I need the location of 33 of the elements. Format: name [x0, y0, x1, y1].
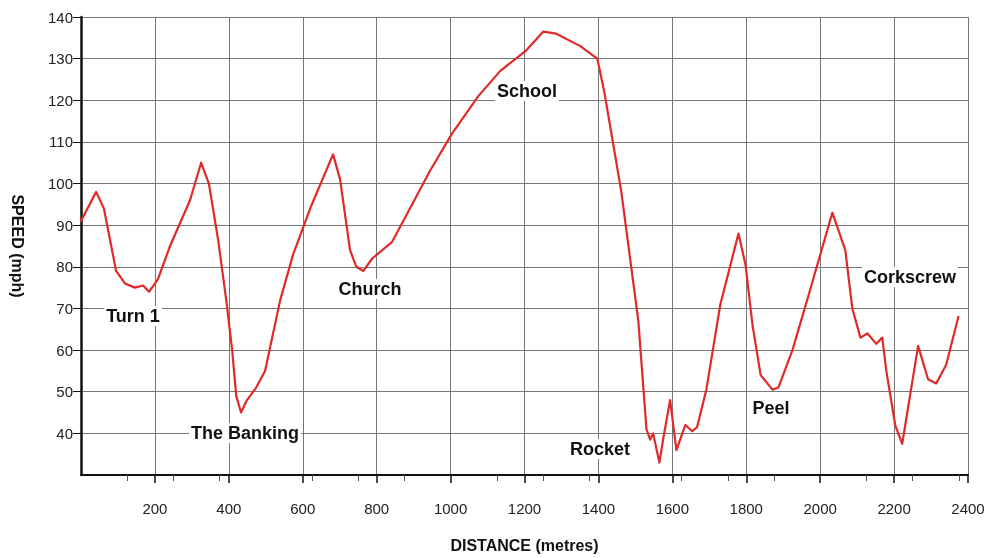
x-tick-label: 2000	[803, 500, 837, 517]
x-tick-label: 200	[142, 500, 168, 517]
y-tick-label: 70	[56, 299, 73, 317]
annotation: Corkscrew	[863, 267, 958, 287]
line-series	[79, 30, 960, 464]
x-axis-title: DISTANCE (metres)	[450, 536, 599, 554]
x-tick-label: 400	[216, 500, 242, 517]
annotation: Church	[338, 279, 402, 299]
annotation: School	[496, 81, 558, 101]
x-tick-label: 1000	[433, 500, 468, 517]
x-tick-label: 600	[290, 500, 316, 517]
y-tick-label: 40	[56, 424, 73, 442]
x-tick-label: 2400	[951, 500, 985, 517]
x-tick-label: 1800	[729, 500, 763, 517]
x-tick-label: 1200	[507, 500, 542, 517]
x-tick-label: 1600	[655, 500, 690, 517]
y-tick-label: 130	[47, 50, 73, 68]
y-tick-label: 100	[47, 175, 73, 193]
annotation: Rocket	[569, 439, 631, 459]
x-tick-label: 1400	[581, 500, 616, 517]
annotation: Peel	[752, 398, 790, 418]
y-tick-label: 50	[56, 383, 73, 401]
y-axis-title: SPEED (mph)	[8, 194, 26, 298]
x-tick-label: 800	[364, 500, 390, 517]
y-tick-label: 110	[49, 133, 73, 151]
y-tick-label: 80	[56, 258, 73, 276]
y-tick-label: 90	[56, 216, 73, 234]
annotation: The Banking	[190, 423, 300, 443]
y-tick-label: 140	[47, 8, 73, 26]
x-tick-label: 2200	[877, 500, 911, 517]
y-tick-label: 60	[56, 341, 73, 359]
y-tick-label: 120	[47, 91, 73, 109]
annotation: Turn 1	[106, 306, 160, 326]
